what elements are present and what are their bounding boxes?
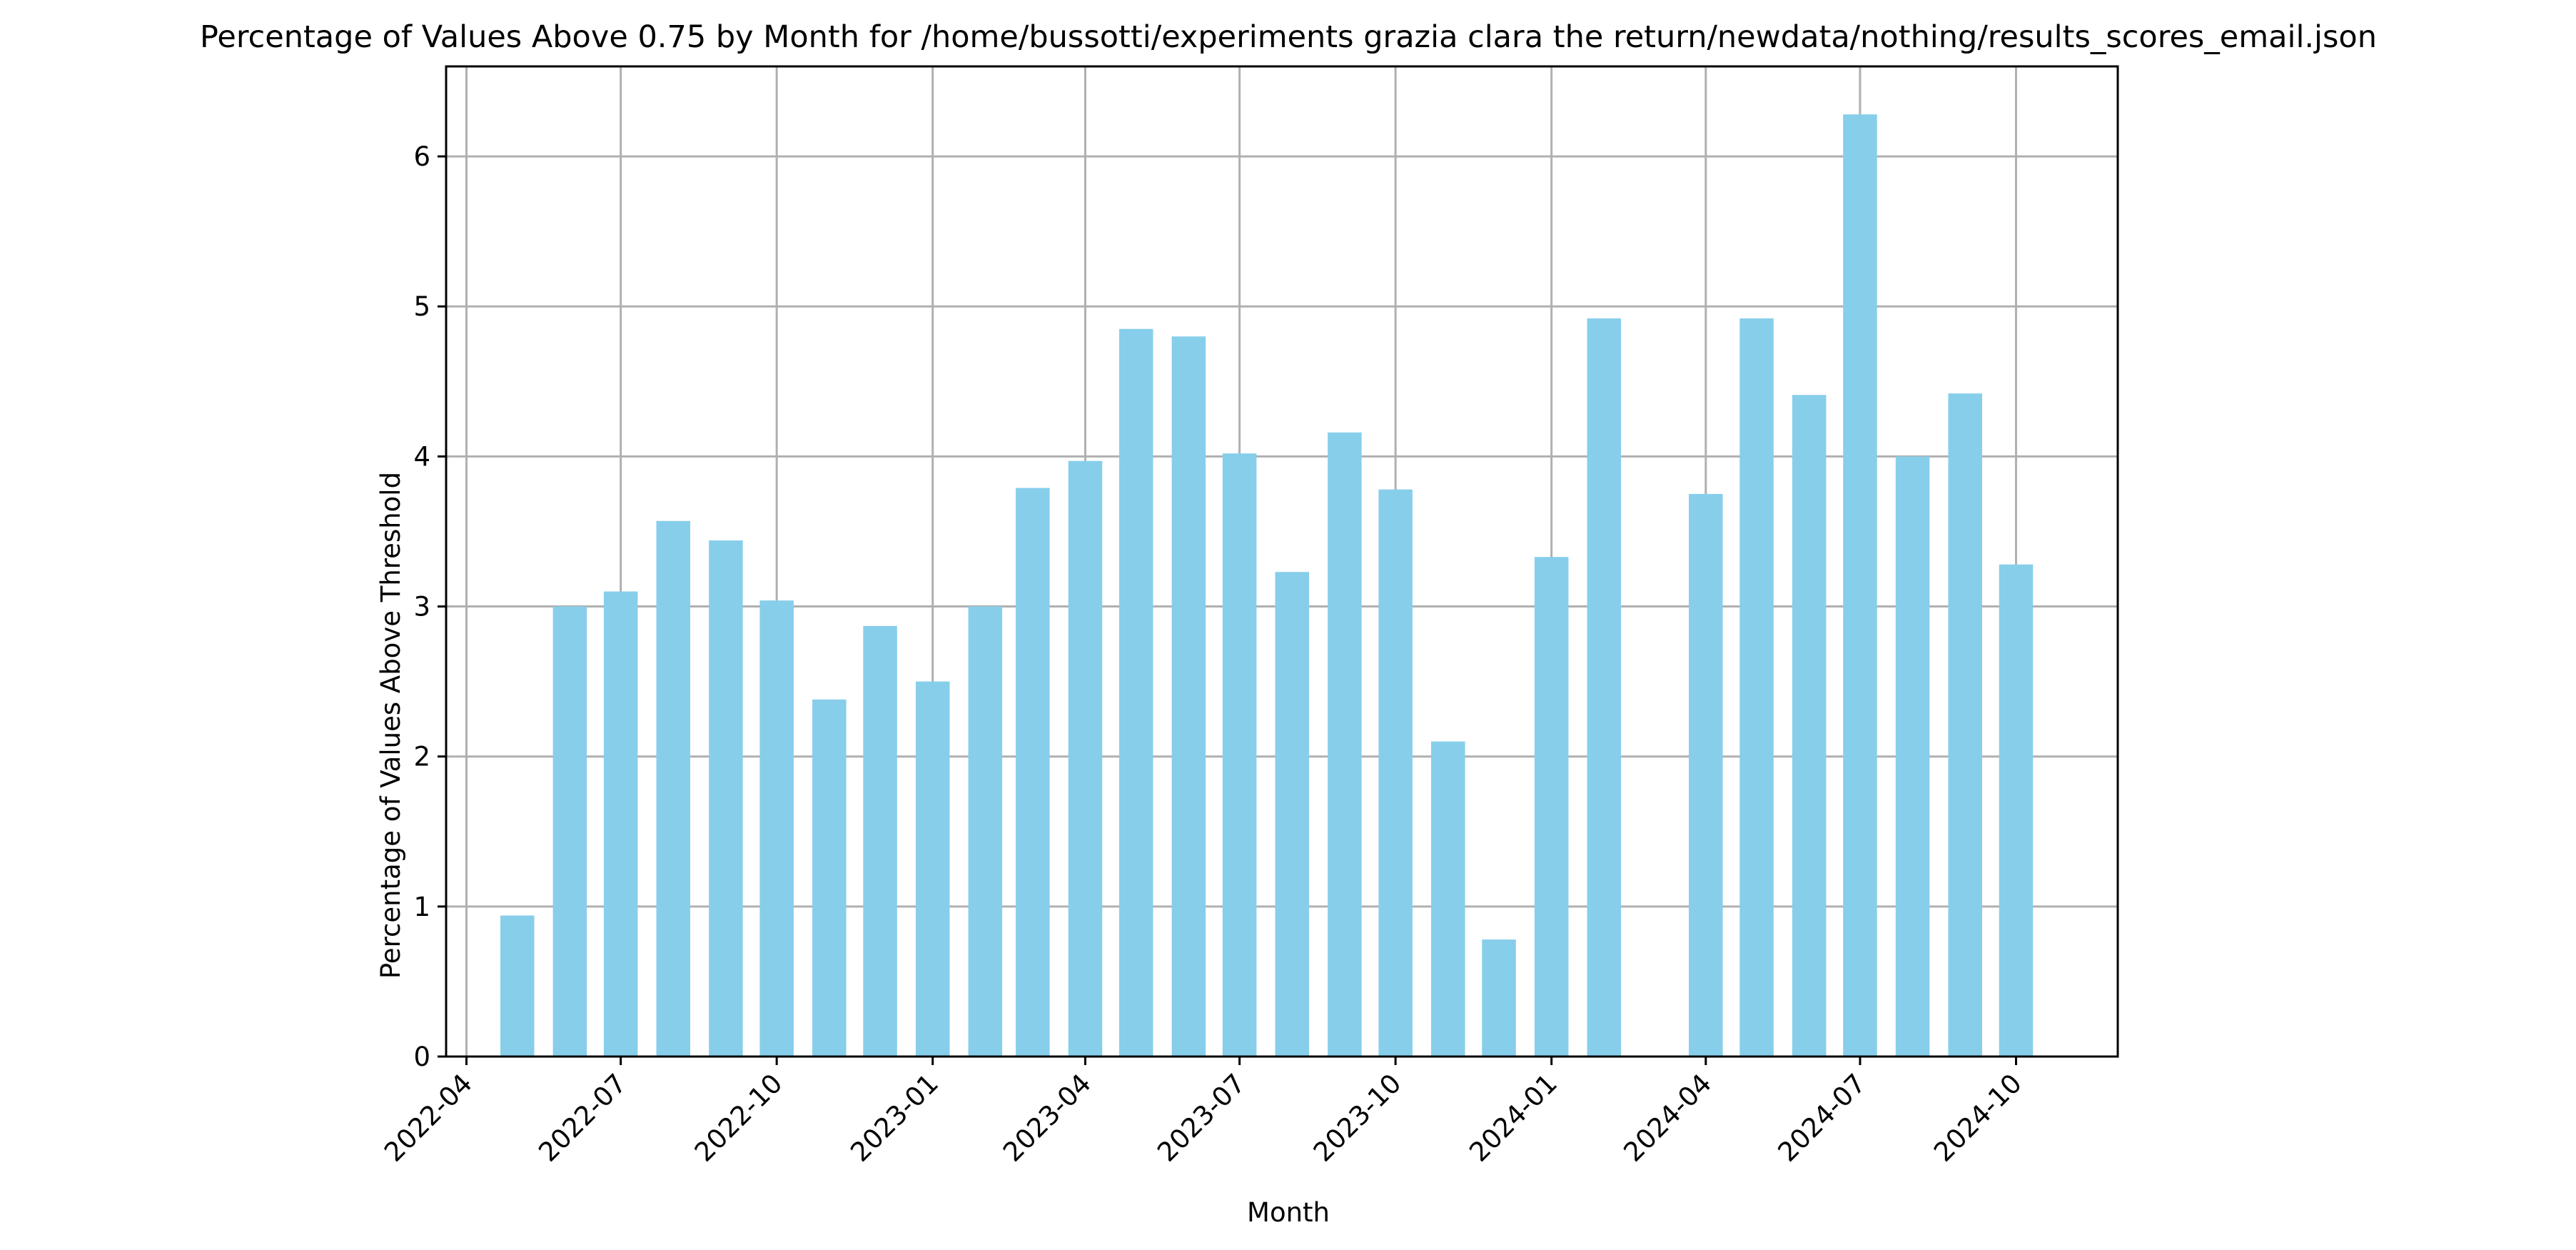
x-axis-label: Month: [1247, 1197, 1330, 1228]
bar-2023-04: [1068, 460, 1103, 1057]
bar-2023-05: [1118, 328, 1153, 1057]
bar-2023-08: [1275, 572, 1310, 1057]
y-tick-label: 4: [413, 441, 430, 472]
bar-2022-07: [603, 591, 638, 1057]
y-axis-label: Percentage of Values Above Threshold: [375, 472, 406, 979]
chart-title: Percentage of Values Above 0.75 by Month…: [200, 19, 2377, 55]
bar-2023-12: [1482, 939, 1516, 1057]
bar-2023-06: [1171, 336, 1206, 1057]
y-tick-label: 1: [413, 892, 430, 922]
bar-2023-02: [968, 606, 1003, 1057]
bar-2023-09: [1328, 432, 1362, 1057]
bar-2024-01: [1534, 557, 1569, 1057]
y-axis-ticks: 0 1 2 3 4 5 6: [413, 141, 446, 1072]
bar-2022-12: [863, 625, 897, 1057]
y-tick-label: 5: [413, 291, 430, 322]
bar-2024-09: [1948, 393, 1982, 1057]
bars: [500, 114, 2034, 1057]
bar-2024-08: [1895, 456, 1930, 1057]
bar-2022-06: [552, 606, 587, 1057]
bar-2023-11: [1431, 741, 1465, 1057]
bar-2024-10: [1999, 564, 2034, 1057]
y-tick-label: 0: [413, 1042, 430, 1072]
y-tick-label: 6: [413, 141, 430, 172]
bar-2024-07: [1843, 114, 1877, 1057]
bar-2023-03: [1016, 488, 1050, 1057]
bar-2022-10: [759, 600, 794, 1057]
bar-2022-08: [656, 520, 691, 1057]
bar-2023-01: [915, 681, 950, 1057]
bar-2024-04: [1689, 493, 1723, 1057]
bar-2022-11: [812, 699, 847, 1057]
bar-2024-02: [1587, 318, 1622, 1057]
y-tick-label: 2: [413, 742, 430, 772]
bar-2022-05: [500, 915, 535, 1057]
y-tick-label: 3: [413, 592, 430, 623]
bar-2024-06: [1792, 395, 1827, 1057]
bar-2024-05: [1739, 318, 1774, 1057]
bar-2023-07: [1222, 453, 1257, 1057]
bar-2022-09: [709, 540, 743, 1057]
bar-2023-10: [1378, 489, 1413, 1057]
plot-frame: [445, 65, 2119, 1058]
